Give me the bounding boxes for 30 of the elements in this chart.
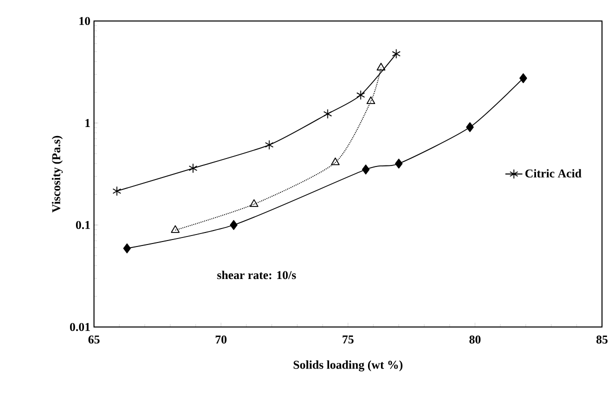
- x-tick-label: 65: [88, 336, 100, 344]
- point: [323, 108, 332, 119]
- y-tick-label: 0.1: [76, 220, 90, 230]
- x-tick-label: 70: [216, 336, 227, 344]
- point: [230, 220, 238, 230]
- point: [394, 158, 403, 169]
- x-tick-label: 75: [342, 336, 354, 344]
- point: [376, 62, 386, 70]
- point: [112, 186, 122, 196]
- y-axis-title: Viscosity (Pa.s): [52, 136, 63, 212]
- point: [264, 140, 274, 150]
- y-tick-label: 1: [85, 119, 90, 127]
- y-tick-label: 0.01: [70, 322, 90, 332]
- x-tick-label: 85: [596, 336, 608, 344]
- point: [330, 158, 340, 166]
- point: [366, 96, 376, 104]
- legend-label: Citric Acid: [525, 169, 582, 178]
- point: [519, 73, 528, 84]
- annotation: shear rate: 10/s: [217, 270, 296, 280]
- point: [356, 90, 366, 100]
- x-tick-label: 80: [469, 336, 481, 344]
- y-tick-label: 10: [79, 16, 90, 26]
- x-axis-title: Solids loading (wt %): [294, 360, 402, 372]
- point: [123, 243, 131, 254]
- point: [170, 225, 180, 233]
- point: [392, 48, 401, 59]
- point: [362, 164, 370, 174]
- point: [250, 199, 258, 207]
- point: [466, 122, 474, 132]
- point: [188, 163, 198, 174]
